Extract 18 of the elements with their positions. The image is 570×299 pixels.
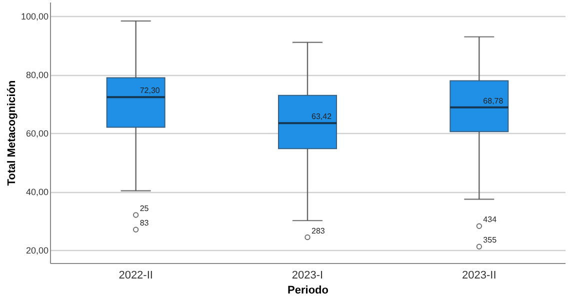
- y-tick-label: 40,00: [26, 187, 48, 198]
- annotation: 355: [483, 236, 498, 245]
- annotation: 283: [312, 226, 326, 236]
- annotation: 68,78: [483, 96, 504, 106]
- annotation: 25: [140, 204, 150, 214]
- y-tick-label: 60,00: [26, 128, 48, 139]
- annotation: 83: [140, 218, 150, 228]
- annotation: 72,30: [140, 86, 160, 96]
- x-tick-label: 2023-II: [462, 270, 496, 282]
- x-tick-label: 2022-II: [118, 270, 153, 282]
- annotation: 63,42: [312, 112, 332, 122]
- annotation: 434: [483, 215, 498, 224]
- x-tick-label: 2023-I: [292, 270, 324, 282]
- y-tick-label: 20,00: [26, 246, 48, 256]
- y-axis-title: Total Metacognición: [6, 80, 18, 186]
- y-tick-label: 80,00: [26, 70, 48, 80]
- x-axis-title: Periodo: [288, 284, 329, 296]
- y-tick-label: 100,00: [20, 12, 48, 22]
